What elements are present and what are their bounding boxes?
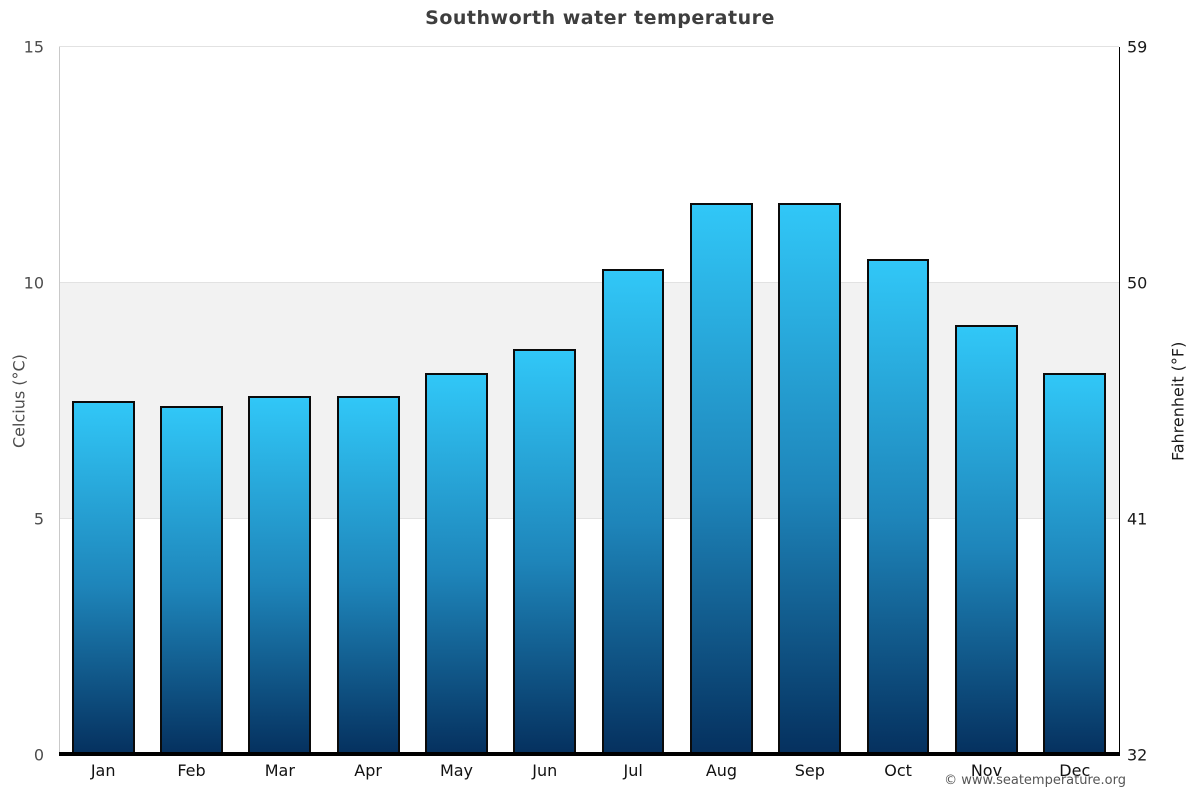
x-tick-mar: Mar (264, 761, 295, 780)
y-tick-left-15: 15 (23, 37, 44, 57)
bar-slot-may (412, 47, 500, 755)
bar-sep[interactable] (778, 202, 842, 755)
y-tick-right-50: 50 (1127, 273, 1148, 293)
x-tick-feb: Feb (177, 761, 206, 780)
y-tick-right-59: 59 (1127, 37, 1148, 57)
bar-slot-sep (766, 47, 854, 755)
gridline-10c (59, 281, 1119, 283)
bar-slot-feb (147, 47, 235, 755)
x-tick-sep: Sep (794, 761, 825, 780)
y-tick-left-0: 0 (33, 745, 44, 765)
bar-oct[interactable] (866, 259, 930, 755)
x-tick-dec: Dec (1059, 761, 1091, 780)
bar-apr[interactable] (336, 396, 400, 755)
bar-nov[interactable] (955, 325, 1018, 755)
x-tick-apr: Apr (354, 761, 382, 780)
watermark-link[interactable]: © www.seatemperature.org (944, 773, 1126, 788)
bar-mar[interactable] (248, 396, 312, 755)
plot-area (59, 46, 1119, 755)
x-tick-jul: Jul (623, 761, 643, 780)
bar-feb[interactable] (160, 405, 223, 755)
bar-slot-jan (59, 47, 147, 755)
bars (59, 47, 1119, 755)
bar-jul[interactable] (601, 268, 665, 755)
x-tick-aug: Aug (705, 761, 738, 780)
bar-slot-jul (589, 47, 677, 755)
bar-slot-aug (677, 47, 765, 755)
bar-jun[interactable] (513, 349, 577, 755)
x-axis-labels: Jan Feb Mar Apr May Jun Jul Aug Sep Oct Nov Dec (59, 761, 1119, 785)
bar-slot-dec (1031, 47, 1119, 755)
bar-aug[interactable] (690, 202, 753, 755)
x-axis-line (59, 752, 1120, 756)
bar-slot-oct (854, 47, 942, 755)
plot-band-5-10 (59, 283, 1119, 519)
bar-slot-mar (236, 47, 324, 755)
y-axis-left-labels: 15 10 5 0 (0, 38, 50, 765)
bar-may[interactable] (425, 372, 488, 755)
bar-dec[interactable] (1043, 372, 1107, 755)
bar-slot-apr (324, 47, 412, 755)
y-tick-left-10: 10 (23, 273, 44, 293)
bar-jan[interactable] (71, 401, 135, 755)
y-axis-left-line (59, 47, 60, 755)
gridline-15c (59, 46, 1119, 47)
x-tick-may: May (439, 761, 474, 780)
chart-title: Southworth water temperature (425, 7, 775, 29)
gridline-5c (59, 517, 1119, 519)
y-tick-left-5: 5 (33, 509, 44, 529)
y-axis-right-line (1119, 47, 1120, 755)
x-tick-oct: Oct (884, 761, 912, 780)
y-tick-right-32: 32 (1127, 745, 1148, 765)
x-tick-jan: Jan (90, 761, 116, 780)
bar-slot-nov (942, 47, 1030, 755)
y-axis-right-labels: 59 50 41 32 (1127, 38, 1187, 765)
x-tick-nov: Nov (970, 761, 1003, 780)
x-tick-jun: Jun (532, 761, 558, 780)
bar-slot-jun (501, 47, 589, 755)
y-tick-right-41: 41 (1127, 509, 1148, 529)
